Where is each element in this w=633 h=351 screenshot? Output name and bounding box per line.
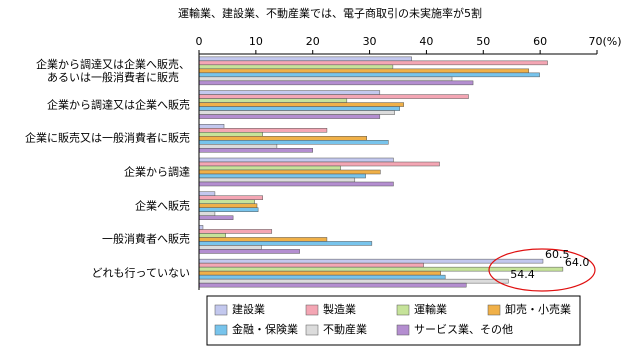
bar <box>198 102 404 107</box>
bar <box>198 110 395 115</box>
bar <box>198 258 544 264</box>
bar <box>198 124 225 129</box>
bar <box>198 90 381 95</box>
legend-swatch <box>305 324 319 336</box>
bar <box>198 278 509 284</box>
y-tick-label: 企業から調達又は企業へ販売 <box>47 98 190 112</box>
y-tick-label: 企業から調達 <box>124 165 190 179</box>
bar <box>198 165 341 171</box>
highlight-ellipse <box>488 248 596 292</box>
bar <box>198 98 348 103</box>
bar <box>198 173 366 179</box>
bar <box>198 195 263 200</box>
legend-label: 金融・保険業 <box>232 322 298 336</box>
bar <box>198 211 216 216</box>
legend-swatch <box>214 304 228 316</box>
legend-label: 卸売・小売業 <box>505 302 571 316</box>
value-label: 60.5 <box>545 248 570 261</box>
x-tick-label: 50 <box>476 35 490 48</box>
bar <box>198 144 278 149</box>
legend-swatch <box>396 304 410 316</box>
x-tick-label: 10 <box>249 35 263 48</box>
bar <box>198 203 258 208</box>
bar <box>198 266 564 272</box>
y-tick-label: 企業から調達又は企業へ販売、 あるいは一般消費者に販売 <box>36 57 190 84</box>
bar <box>198 237 328 242</box>
bar <box>198 128 328 133</box>
bar <box>198 215 234 220</box>
bar <box>198 80 474 86</box>
legend-label: 不動産業 <box>323 322 367 336</box>
chart-title: 運輸業、建設業、不動産業では、電子商取引の未実施率が5割 <box>178 6 482 20</box>
legend-label: 運輸業 <box>414 302 447 316</box>
bar <box>198 282 467 288</box>
bar <box>198 94 469 99</box>
bar <box>198 233 226 238</box>
bar <box>198 229 273 234</box>
bar <box>198 274 446 280</box>
bar <box>198 199 255 204</box>
bar <box>198 245 262 250</box>
y-tick-label: どれも行っていない <box>91 266 190 280</box>
bar <box>198 76 453 82</box>
bar <box>198 207 259 212</box>
bar <box>198 241 373 246</box>
bar <box>198 225 204 230</box>
x-tick-label: 40 <box>419 35 433 48</box>
x-tick-label: 60 <box>533 35 547 48</box>
legend-label: 建設業 <box>232 302 265 316</box>
bar <box>198 191 216 196</box>
bar <box>198 68 530 74</box>
legend-label: サービス業、その他 <box>414 323 513 336</box>
bar <box>198 106 400 111</box>
bar <box>198 177 356 183</box>
legend-swatch <box>487 304 501 316</box>
bar <box>198 262 424 268</box>
y-tick-label: 一般消費者へ販売 <box>102 232 190 246</box>
value-label: 64.0 <box>565 256 590 269</box>
bar <box>198 72 540 78</box>
y-tick-label: 企業に販売又は一般消費者に販売 <box>25 131 190 145</box>
bar <box>198 60 548 66</box>
legend-swatch <box>214 324 228 336</box>
value-label: 54.4 <box>510 268 535 281</box>
legend-box <box>206 295 581 346</box>
bar <box>198 56 412 62</box>
x-tick-label: 0 <box>196 35 203 48</box>
y-tick-label: 企業へ販売 <box>135 199 190 213</box>
x-tick-label: 70(%) <box>588 35 621 48</box>
bar <box>198 181 394 187</box>
bar <box>198 161 440 167</box>
bar <box>198 157 394 163</box>
bar <box>198 169 381 175</box>
bar <box>198 64 394 70</box>
bar <box>198 114 381 119</box>
x-tick-label: 30 <box>363 35 377 48</box>
bar <box>198 132 263 137</box>
bar <box>198 136 367 141</box>
bar <box>198 270 441 276</box>
bar <box>198 140 389 145</box>
bar <box>198 249 300 254</box>
x-tick-label: 20 <box>306 35 320 48</box>
legend-swatch <box>396 324 410 336</box>
legend-swatch <box>305 304 319 316</box>
bar <box>198 148 313 153</box>
legend-label: 製造業 <box>323 302 356 316</box>
